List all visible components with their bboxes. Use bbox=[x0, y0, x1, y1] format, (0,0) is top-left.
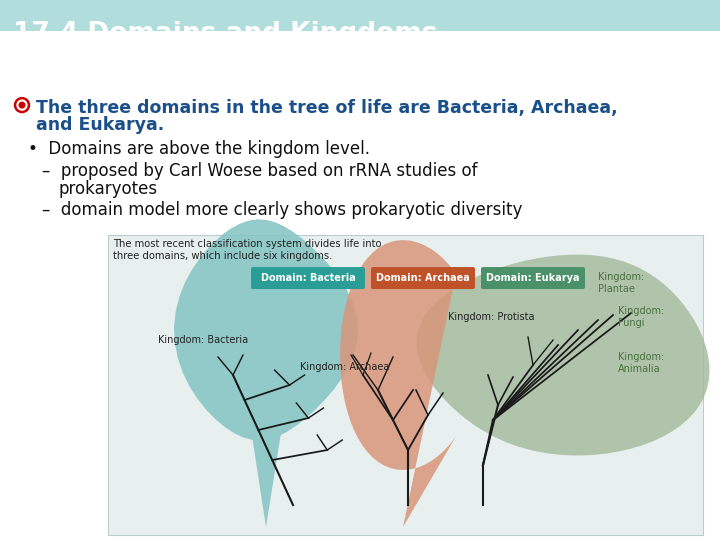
Text: prokaryotes: prokaryotes bbox=[58, 180, 157, 198]
Text: Kingdom: Bacteria: Kingdom: Bacteria bbox=[158, 335, 248, 345]
Text: Kingdom: Protista: Kingdom: Protista bbox=[448, 312, 534, 322]
Text: Kingdom:
Plantae: Kingdom: Plantae bbox=[598, 272, 644, 294]
FancyBboxPatch shape bbox=[481, 267, 585, 289]
Text: Kingdom:
Fungi: Kingdom: Fungi bbox=[618, 306, 665, 328]
Text: –  proposed by Carl Woese based on rRNA studies of: – proposed by Carl Woese based on rRNA s… bbox=[42, 162, 477, 180]
FancyBboxPatch shape bbox=[251, 267, 365, 289]
Text: 17.4 Domains and Kingdoms: 17.4 Domains and Kingdoms bbox=[13, 21, 438, 47]
Text: The three domains in the tree of life are Bacteria, Archaea,: The three domains in the tree of life ar… bbox=[36, 99, 618, 117]
Polygon shape bbox=[340, 240, 456, 527]
Text: •  Domains are above the kingdom level.: • Domains are above the kingdom level. bbox=[28, 140, 370, 158]
Circle shape bbox=[19, 102, 24, 108]
Text: Kingdom:
Animalia: Kingdom: Animalia bbox=[618, 352, 665, 374]
Text: Domain: Bacteria: Domain: Bacteria bbox=[261, 273, 356, 283]
Bar bbox=[0, 0, 720, 31]
Text: three domains, which include six kingdoms.: three domains, which include six kingdom… bbox=[113, 251, 333, 261]
Text: –  domain model more clearly shows prokaryotic diversity: – domain model more clearly shows prokar… bbox=[42, 201, 523, 219]
Circle shape bbox=[14, 98, 30, 112]
FancyBboxPatch shape bbox=[108, 235, 703, 535]
Text: The most recent classification system divides life into: The most recent classification system di… bbox=[113, 239, 382, 249]
Text: and Eukarya.: and Eukarya. bbox=[36, 116, 164, 134]
FancyBboxPatch shape bbox=[371, 267, 475, 289]
Text: Kingdom: Archaea: Kingdom: Archaea bbox=[300, 362, 390, 372]
Text: Domain: Archaea: Domain: Archaea bbox=[376, 273, 470, 283]
Text: Domain: Eukarya: Domain: Eukarya bbox=[486, 273, 580, 283]
Polygon shape bbox=[174, 220, 358, 527]
Polygon shape bbox=[416, 255, 709, 455]
Circle shape bbox=[17, 100, 27, 110]
